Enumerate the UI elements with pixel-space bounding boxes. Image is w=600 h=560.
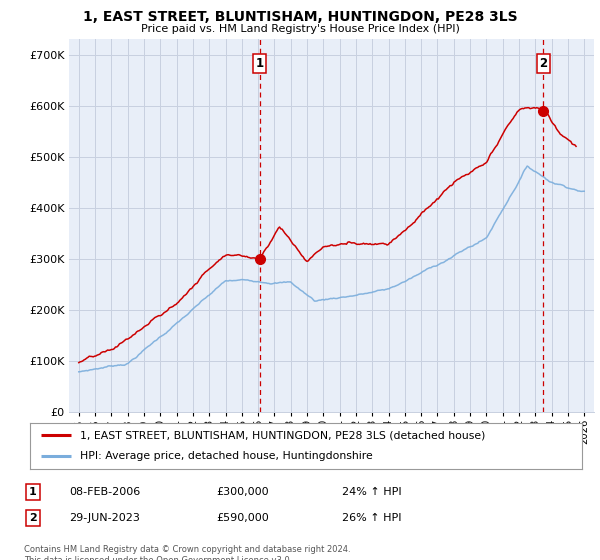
Text: Price paid vs. HM Land Registry's House Price Index (HPI): Price paid vs. HM Land Registry's House … — [140, 24, 460, 34]
Text: 24% ↑ HPI: 24% ↑ HPI — [342, 487, 401, 497]
Text: 2: 2 — [539, 57, 548, 70]
Text: Contains HM Land Registry data © Crown copyright and database right 2024.
This d: Contains HM Land Registry data © Crown c… — [24, 545, 350, 560]
Text: 1, EAST STREET, BLUNTISHAM, HUNTINGDON, PE28 3LS: 1, EAST STREET, BLUNTISHAM, HUNTINGDON, … — [83, 10, 517, 24]
Text: 29-JUN-2023: 29-JUN-2023 — [69, 513, 140, 523]
Text: HPI: Average price, detached house, Huntingdonshire: HPI: Average price, detached house, Hunt… — [80, 451, 373, 461]
Text: 26% ↑ HPI: 26% ↑ HPI — [342, 513, 401, 523]
Text: 1: 1 — [256, 57, 264, 70]
Text: 1: 1 — [29, 487, 37, 497]
Text: £300,000: £300,000 — [216, 487, 269, 497]
Text: 08-FEB-2006: 08-FEB-2006 — [69, 487, 140, 497]
Text: 2: 2 — [29, 513, 37, 523]
Text: 1, EAST STREET, BLUNTISHAM, HUNTINGDON, PE28 3LS (detached house): 1, EAST STREET, BLUNTISHAM, HUNTINGDON, … — [80, 430, 485, 440]
Text: £590,000: £590,000 — [216, 513, 269, 523]
